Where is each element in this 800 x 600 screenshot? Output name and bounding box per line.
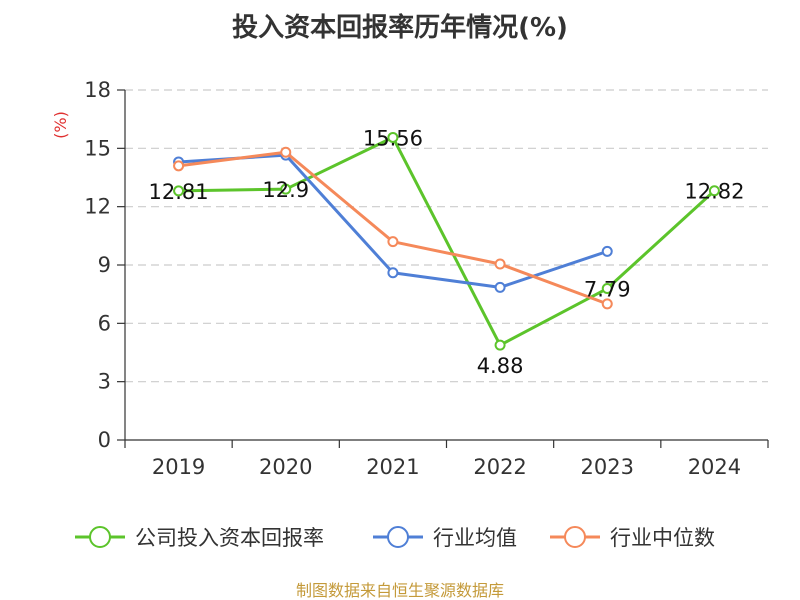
x-tick-label-2023: 2023 (581, 455, 634, 479)
legend-swatch-marker-2 (564, 526, 586, 548)
point-s2-2019 (173, 160, 185, 172)
series-line-2 (178, 150, 608, 306)
y-tick-label-3: 3 (98, 370, 111, 394)
tick-labels: 0 3 6 9 12 15 18 2019 2020 2021 2022 2023 2024 (84, 78, 741, 479)
legend-swatch-marker-0 (89, 526, 111, 548)
point-s2-2020 (280, 146, 292, 158)
y-tick-label-6: 6 (98, 311, 111, 335)
x-tick-label-2022: 2022 (473, 455, 526, 479)
data-label-2022: 4.88 (477, 354, 524, 378)
series-group (173, 131, 720, 351)
legend-item-0[interactable]: 公司投入资本回报率 (75, 526, 324, 550)
y-tick-label-12: 12 (84, 195, 111, 219)
source-note: 制图数据来自恒生聚源数据库 (296, 581, 504, 600)
point-s0-2019 (173, 185, 185, 197)
data-label-2024: 12.82 (684, 180, 744, 204)
x-tick-label-2021: 2021 (366, 455, 419, 479)
legend-item-2[interactable]: 行业中位数 (550, 526, 715, 550)
grid-lines (125, 89, 768, 383)
point-s0-2022 (494, 339, 506, 351)
legend-label-1: 行业均值 (433, 526, 517, 550)
y-tick-label-0: 0 (98, 428, 111, 452)
data-label-2023: 7.79 (584, 278, 631, 302)
x-tick-label-2019: 2019 (152, 455, 205, 479)
y-tick-label-9: 9 (98, 253, 111, 277)
series-line-0 (178, 135, 716, 347)
point-s0-2024 (708, 185, 720, 197)
point-s2-2021 (387, 236, 399, 248)
point-s0-2023 (601, 283, 613, 295)
axes (117, 89, 769, 448)
data-label-2021: 15.56 (363, 126, 423, 150)
point-s1-2023 (601, 245, 613, 257)
point-s2-2023 (601, 298, 613, 310)
x-tick-label-2024: 2024 (688, 455, 741, 479)
point-s1-2022 (494, 281, 506, 293)
y-axis-unit-label: (%) (51, 111, 70, 139)
data-labels: 12.81 12.9 15.56 4.88 7.79 12.82 (149, 126, 745, 378)
chart-title: 投入资本回报率历年情况(%) (232, 12, 568, 43)
y-tick-label-15: 15 (84, 136, 111, 160)
point-s0-2020 (280, 183, 292, 195)
legend-item-1[interactable]: 行业均值 (373, 526, 517, 550)
data-label-2019: 12.81 (149, 180, 209, 204)
point-s1-2021 (387, 267, 399, 279)
y-tick-label-18: 18 (84, 78, 111, 102)
legend-label-2: 行业中位数 (610, 526, 715, 550)
legend-swatch-marker-1 (387, 526, 409, 548)
x-tick-label-2020: 2020 (259, 455, 312, 479)
data-label-2020: 12.9 (262, 178, 309, 202)
point-s2-2022 (494, 258, 506, 270)
legend-label-0: 公司投入资本回报率 (135, 526, 324, 550)
legend[interactable]: 公司投入资本回报率 行业均值 行业中位数 (75, 526, 715, 550)
point-s0-2021 (387, 131, 399, 143)
